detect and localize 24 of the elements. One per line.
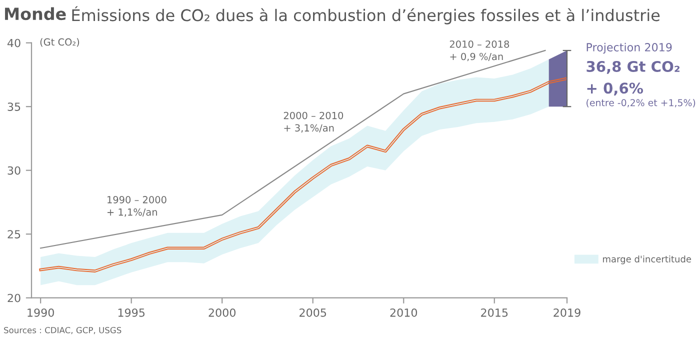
- text: + 0,6%: [587, 82, 644, 96]
- text: 36,8 Gt CO₂: [586, 60, 680, 74]
- y-tick-label: 30: [8, 166, 20, 175]
- annotation: 2010 – 2018 + 0,9 %/an: [450, 40, 510, 62]
- annotation: 2000 – 2010 + 3,1%/an: [284, 112, 344, 133]
- source-note: Sources : CDIAC, GCP, USGS: [4, 326, 122, 334]
- x-tick-label: 2000: [208, 308, 236, 317]
- x-tick-label: 2015: [481, 308, 508, 317]
- x-tick-label: 2010: [390, 308, 418, 317]
- y-tick-label: 20: [8, 294, 20, 302]
- legend-label: marge d'incertitude: [603, 255, 692, 264]
- y-axis-title: (Gt CO₂): [40, 38, 80, 47]
- y-tick-label: 25: [8, 230, 20, 238]
- chart-title: Monde: [5, 7, 66, 20]
- x-tick-label: 2005: [300, 308, 326, 317]
- text: Projection 2019: [586, 42, 672, 54]
- x-tick-label: 2019: [554, 308, 580, 317]
- text: (entre -0,2% et +1,5%): [586, 98, 696, 108]
- y-tick-label: 40: [7, 38, 20, 48]
- x-tick-label: 1995: [118, 308, 145, 317]
- y-tick-label: 35: [8, 102, 20, 111]
- chart-subtitle: Émissions de CO₂ dues à la combustion d’énergies fossiles et à l’industrie: [72, 6, 660, 24]
- x-tick-label: 1990: [28, 308, 54, 317]
- annotation: 1990 – 2000 + 1,1%/an: [108, 196, 166, 217]
